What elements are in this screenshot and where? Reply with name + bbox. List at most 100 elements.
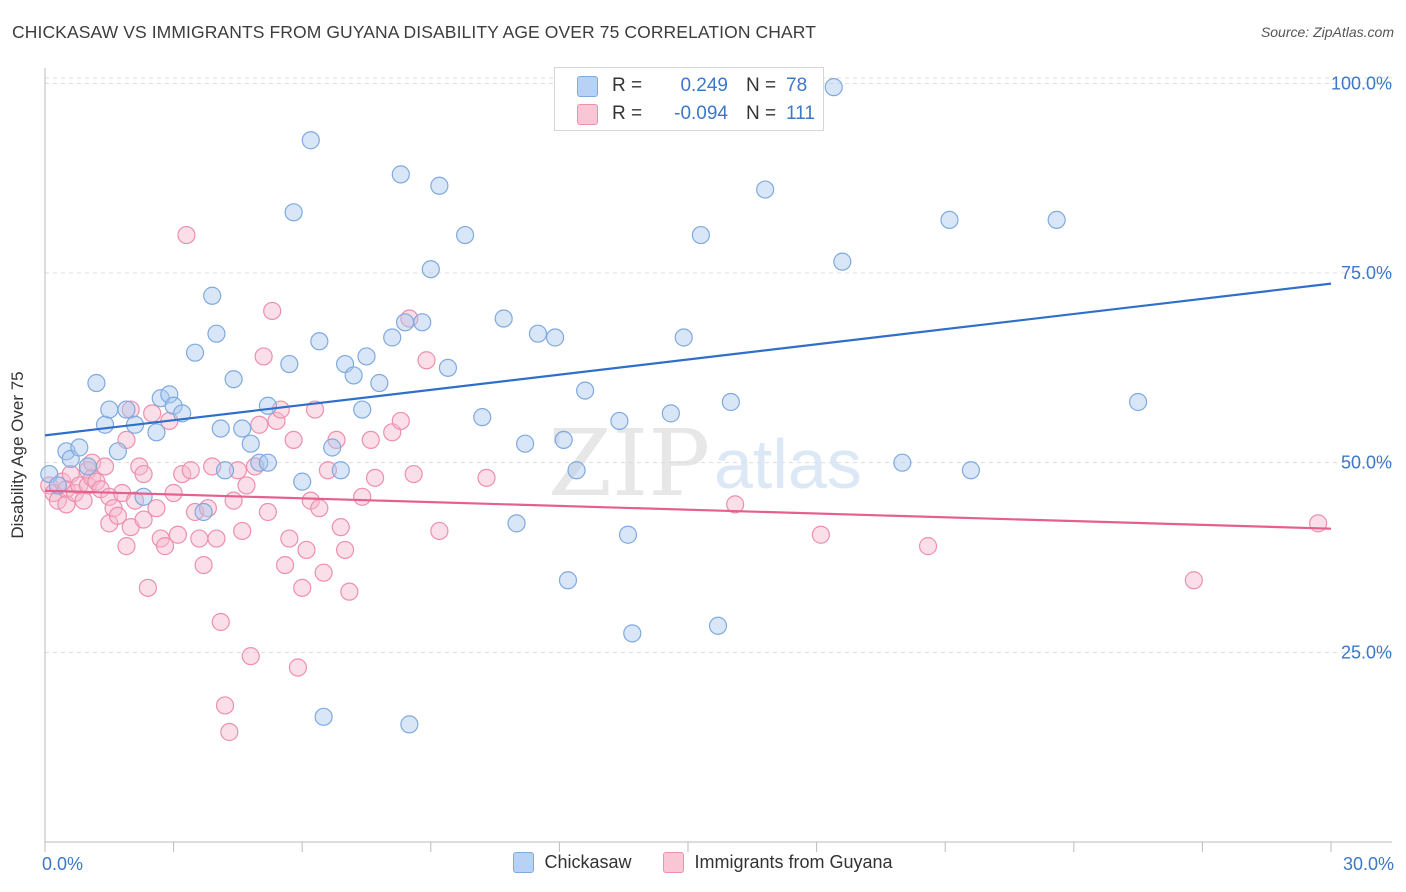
data-point bbox=[726, 495, 745, 514]
data-point bbox=[284, 430, 303, 450]
data-point bbox=[254, 347, 273, 366]
data-point bbox=[258, 502, 278, 522]
legend-r-label: R = bbox=[612, 75, 643, 96]
data-point bbox=[250, 415, 269, 434]
data-point bbox=[1184, 571, 1203, 590]
data-point bbox=[811, 525, 830, 544]
data-point bbox=[417, 351, 436, 370]
data-point bbox=[1128, 392, 1148, 412]
data-point bbox=[721, 392, 740, 412]
data-point bbox=[134, 464, 153, 484]
data-point bbox=[78, 457, 97, 476]
data-point bbox=[691, 225, 710, 245]
data-point bbox=[211, 612, 230, 632]
data-point bbox=[275, 555, 295, 575]
data-point bbox=[344, 366, 363, 385]
data-point bbox=[391, 411, 410, 431]
data-point bbox=[108, 506, 127, 525]
data-point bbox=[173, 464, 192, 484]
data-point bbox=[1047, 210, 1066, 230]
y-tick-label: 75.0% bbox=[1341, 263, 1392, 283]
data-point bbox=[335, 540, 355, 560]
x-tick-label: 30.0% bbox=[1343, 854, 1394, 874]
chart-title: CHICKASAW VS IMMIGRANTS FROM GUYANA DISA… bbox=[12, 22, 816, 42]
data-point bbox=[134, 487, 153, 506]
data-point bbox=[284, 203, 303, 222]
data-point bbox=[207, 529, 226, 548]
legend-r-label: R = bbox=[612, 103, 643, 124]
watermark-atlas: atlas bbox=[714, 425, 862, 503]
data-point bbox=[473, 408, 492, 427]
series-immigrants-guyana bbox=[40, 225, 1328, 742]
data-point bbox=[391, 165, 410, 184]
legend-n-label: N = bbox=[746, 103, 777, 124]
data-point bbox=[331, 518, 350, 537]
y-tick-label: 50.0% bbox=[1341, 453, 1392, 473]
data-point bbox=[554, 430, 573, 450]
source-label: Source: ZipAtlas.com bbox=[1260, 24, 1394, 40]
data-point bbox=[567, 461, 586, 480]
data-point bbox=[400, 715, 419, 734]
data-point bbox=[215, 461, 235, 480]
data-point bbox=[258, 396, 278, 415]
data-point bbox=[233, 419, 252, 438]
data-point bbox=[395, 313, 415, 332]
data-point bbox=[305, 400, 325, 419]
watermark: ZIP atlas bbox=[548, 410, 862, 517]
data-point bbox=[661, 404, 680, 423]
data-point bbox=[241, 647, 260, 666]
data-point bbox=[353, 400, 372, 419]
data-point bbox=[383, 328, 402, 347]
data-point bbox=[618, 525, 638, 544]
data-point bbox=[357, 347, 376, 366]
data-point bbox=[147, 499, 166, 518]
legend-label-guyana: Immigrants from Guyana bbox=[694, 852, 893, 872]
data-point bbox=[940, 210, 959, 230]
data-point bbox=[310, 499, 329, 518]
data-point bbox=[558, 571, 578, 590]
legend-item-chickasaw[interactable]: Chickasaw bbox=[513, 852, 631, 873]
data-point bbox=[576, 381, 595, 400]
data-point bbox=[164, 483, 183, 503]
tick-labels: 25.0% 50.0% 75.0% 100.0% 0.0% 30.0% bbox=[42, 73, 1394, 874]
data-point bbox=[215, 696, 235, 715]
data-point bbox=[404, 464, 423, 484]
legend-r-value: 0.249 bbox=[680, 75, 728, 96]
legend-label-chickasaw: Chickasaw bbox=[544, 852, 632, 872]
data-point bbox=[314, 707, 333, 726]
trend-line-guyana bbox=[44, 489, 1332, 530]
data-point bbox=[138, 578, 157, 597]
data-point bbox=[211, 419, 230, 438]
data-point bbox=[893, 453, 912, 472]
data-point bbox=[546, 328, 565, 347]
data-point bbox=[125, 491, 145, 510]
axes bbox=[44, 68, 1392, 852]
data-point bbox=[258, 453, 278, 472]
data-point bbox=[528, 324, 548, 343]
data-point bbox=[310, 332, 329, 351]
data-point bbox=[301, 131, 320, 150]
legend-swatch-pink bbox=[663, 852, 685, 873]
data-point bbox=[160, 385, 179, 404]
data-point bbox=[267, 411, 286, 431]
data-point bbox=[155, 537, 175, 556]
trend-line-chickasaw bbox=[44, 282, 1332, 437]
data-point bbox=[961, 461, 981, 480]
data-point bbox=[233, 521, 252, 541]
data-point bbox=[177, 225, 196, 245]
data-point bbox=[494, 309, 513, 328]
data-point bbox=[194, 555, 213, 575]
legend-n-value: 111 bbox=[786, 103, 815, 124]
data-point bbox=[756, 180, 775, 199]
data-point bbox=[370, 373, 389, 393]
legend-item-guyana[interactable]: Immigrants from Guyana bbox=[663, 852, 893, 873]
data-point bbox=[833, 252, 852, 271]
watermark-zip: ZIP bbox=[548, 410, 710, 517]
data-point bbox=[117, 400, 136, 419]
data-point bbox=[185, 343, 205, 362]
data-point bbox=[134, 510, 153, 529]
data-point bbox=[430, 521, 449, 541]
data-point bbox=[516, 434, 535, 453]
legend-row-chickasaw: R = 0.249 N = 78 bbox=[577, 73, 807, 99]
data-point bbox=[168, 525, 187, 544]
